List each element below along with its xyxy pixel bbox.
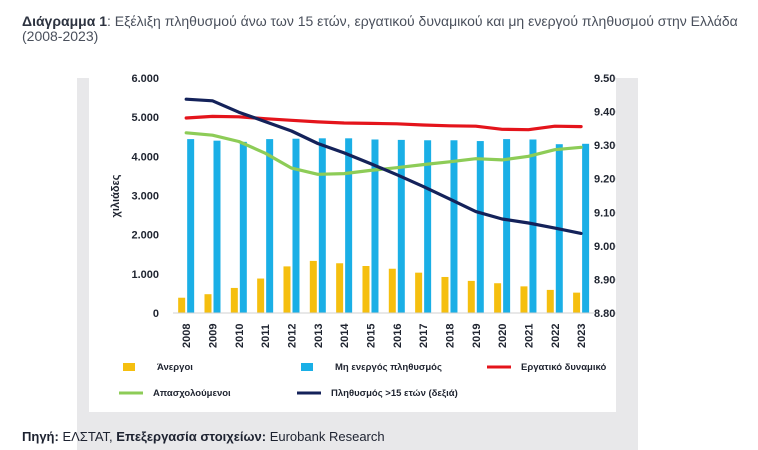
legend-label-inactive: Μη ενεργός πληθυσμός [335,362,442,373]
source-value: ΕΛΣΤΑΤ, [58,429,113,444]
bar-inactive-2012 [292,138,300,313]
x-tick-label-2011: 2011 [260,324,272,348]
bar-inactive-2018 [450,140,458,313]
bar-inactive-2020 [503,139,511,313]
x-tick-label-2021: 2021 [523,324,535,348]
processing-label: Επεξεργασία στοιχείων: [112,429,267,444]
tick-layer: 0 1.000 2.000 3.000 4.000 5.000 6.000 8.800 8.90… [110,73,616,348]
bar-inactive-2009 [213,140,221,313]
x-tick-label-2015: 2015 [365,324,377,348]
bar-inactive-2019 [476,141,484,313]
x-tick-label-2008: 2008 [181,324,193,348]
bar-unemployed-2022 [546,289,554,313]
bar-layer [173,138,595,314]
y-right-tick-label: 9.100 [594,207,616,219]
source-label: Πηγή: [22,429,59,444]
bar-unemployed-2018 [441,276,449,313]
legend: Άνεργοι Μη ενεργός πληθυσμός Εργατικό δυνα… [119,362,606,399]
x-tick-label-2017: 2017 [418,324,430,348]
bar-unemployed-2020 [494,283,502,313]
bar-unemployed-2011 [257,278,265,313]
chart-svg: 0 1.000 2.000 3.000 4.000 5.000 6.000 8.800 8.90… [110,73,616,399]
bar-unemployed-2017 [415,272,423,313]
bar-unemployed-2012 [283,266,291,313]
bar-unemployed-2016 [388,268,396,313]
bar-inactive-2015 [371,139,379,313]
x-tick-label-2018: 2018 [444,324,456,348]
bar-unemployed-2013 [309,260,317,313]
x-tick-label-2010: 2010 [234,324,246,348]
bar-unemployed-2015 [362,266,370,313]
line-series-labour_force [184,114,583,132]
x-tick-label-2023: 2023 [576,324,588,348]
source-note: Πηγή: ΕΛΣΤΑΤ, Επεξεργασία στοιχείων: Eur… [22,429,385,444]
x-tick-label-2020: 2020 [497,324,509,348]
legend-label-unemployed: Άνεργοι [157,362,193,373]
bar-unemployed-2008 [178,297,186,313]
legend-label-population: Πληθυσμός >15 ετών (δεξιά) [331,388,458,399]
x-tick-label-2013: 2013 [313,324,325,348]
bar-inactive-2014 [345,138,353,313]
bar-inactive-2023 [582,143,590,313]
bar-unemployed-2023 [573,292,581,313]
chart-title-text: : Εξέλιξη πληθυσμού άνω των 15 ετών, εργ… [22,13,738,44]
bar-unemployed-2009 [204,294,212,313]
y-right-tick-label: 9.400 [594,107,616,119]
y-left-axis-label: χιλιάδες [110,174,122,217]
legend-label-employed: Απασχολούμενοι [153,388,231,399]
bar-inactive-2017 [424,140,432,313]
line-series-population [184,97,583,235]
y-right-tick-label: 9.000 [594,241,616,253]
line-layer [184,97,583,235]
y-left-tick-label: 3.000 [131,191,159,203]
x-tick-label-2016: 2016 [392,324,404,348]
y-right-tick-label: 8.800 [594,308,616,320]
chart-panel: 0 1.000 2.000 3.000 4.000 5.000 6.000 8.800 8.90… [89,63,616,412]
bar-unemployed-2014 [336,263,344,313]
bar-inactive-2011 [266,139,274,313]
legend-swatch-inactive [301,363,313,371]
y-right-tick-label: 9.500 [594,73,616,85]
chart-title-label: Διάγραμμα 1 [22,13,108,29]
x-tick-label-2019: 2019 [471,324,483,348]
y-left-tick-label: 0 [153,308,159,320]
processing-value: Eurobank Research [266,429,385,444]
y-left-tick-label: 5.000 [131,112,159,124]
x-tick-label-2014: 2014 [339,323,351,348]
bar-inactive-2016 [397,139,405,313]
y-right-tick-label: 8.900 [594,274,616,286]
bar-inactive-2021 [529,139,537,313]
bar-unemployed-2019 [467,280,475,313]
y-left-tick-label: 1.000 [131,269,159,281]
legend-swatch-unemployed [123,363,135,371]
bar-inactive-2013 [318,138,326,313]
x-tick-label-2009: 2009 [207,324,219,348]
chart-title: Διάγραμμα 1: Εξέλιξη πληθυσμού άνω των 1… [22,14,758,44]
y-left-tick-label: 6.000 [131,73,159,85]
bar-inactive-2008 [187,139,195,313]
x-tick-label-2012: 2012 [286,324,298,348]
y-right-tick-label: 9.200 [594,174,616,186]
legend-label-labour_force: Εργατικό δυναμικό [521,362,606,373]
x-tick-label-2022: 2022 [550,324,562,348]
y-right-tick-label: 9.300 [594,140,616,152]
bar-inactive-2010 [239,141,247,313]
bar-unemployed-2010 [230,287,238,313]
y-left-tick-label: 2.000 [131,230,159,242]
y-left-tick-label: 4.000 [131,151,159,163]
bar-unemployed-2021 [520,286,528,313]
